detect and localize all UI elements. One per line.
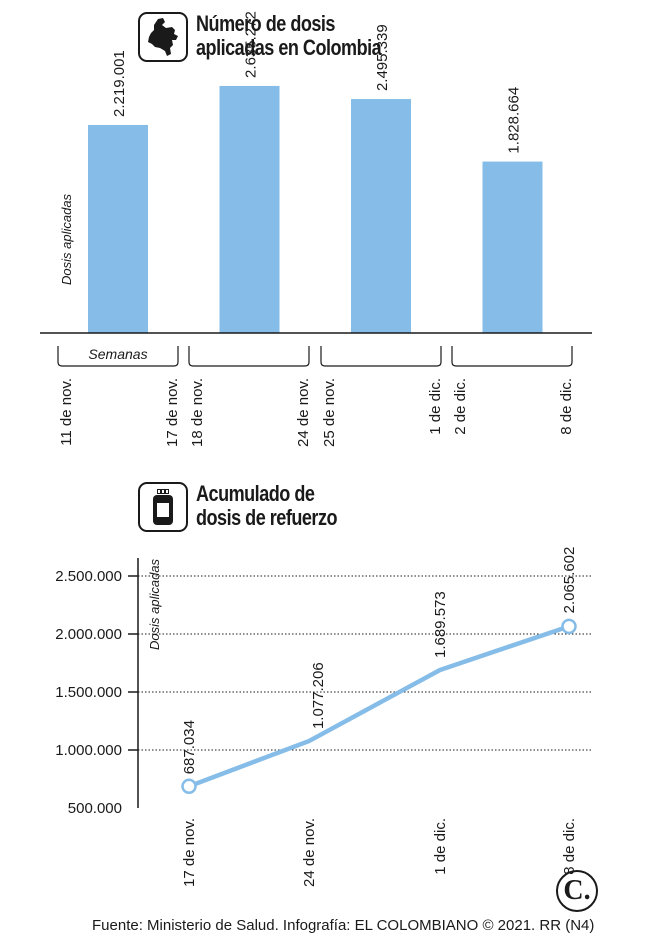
week-end-label-2: 24 de nov.	[295, 378, 312, 447]
line-chart-title-block: Acumulado de dosis de refuerzo	[138, 482, 368, 532]
y-tick-label-5: 2.500.000	[55, 568, 122, 585]
x-tick-label-2: 24 de nov.	[301, 818, 318, 887]
bar-chart-title: Número de dosis aplicadas en Colombia	[196, 11, 382, 60]
week-end-label-3: 1 de dic.	[427, 378, 444, 435]
week-end-label-1: 17 de nov.	[164, 378, 181, 447]
week-start-label-4: 2 de dic.	[452, 378, 469, 435]
el-colombiano-logo: C.	[556, 870, 598, 912]
bar-chart-y-label: Dosis aplicadas	[59, 193, 74, 285]
bar-value-label-4: 1.828.664	[506, 87, 523, 154]
line-value-label-3: 1.689.573	[432, 591, 449, 658]
vaccine-vial-icon	[138, 482, 188, 532]
x-tick-label-4: 8 de dic.	[561, 818, 578, 875]
week-start-label-2: 18 de nov.	[189, 378, 206, 447]
line-marker-1	[181, 778, 197, 795]
y-tick-label-1: 500.000	[68, 800, 122, 817]
week-bracket-2	[188, 346, 310, 367]
week-bracket-4	[451, 346, 573, 367]
colombia-map-icon	[138, 12, 188, 62]
source-footer: Fuente: Ministerio de Salud. Infografía:…	[92, 917, 595, 934]
x-tick-label-1: 17 de nov.	[181, 818, 198, 887]
line-chart-y-label: Dosis aplicadas	[147, 558, 162, 650]
bar-value-label-1: 2.219.001	[111, 50, 128, 117]
line-series	[186, 624, 572, 789]
bar-chart-title-line-1: Número de dosis	[196, 11, 335, 36]
week-bracket-1	[57, 346, 179, 367]
week-end-label-4: 8 de dic.	[558, 378, 575, 435]
logo-text: C.	[563, 875, 591, 906]
bar-3	[351, 99, 411, 333]
bar-1	[88, 124, 148, 333]
y-tick-label-4: 2.000.000	[55, 626, 122, 643]
x-tick-label-3: 1 de dic.	[432, 818, 449, 875]
line-marker-4	[561, 618, 577, 635]
bar-4	[482, 161, 543, 333]
y-tick-label-3: 1.500.000	[55, 684, 122, 701]
week-bracket-3	[320, 346, 442, 367]
line-chart-title: Acumulado de dosis de refuerzo	[196, 481, 338, 530]
line-chart-title-line-2: dosis de refuerzo	[196, 505, 338, 530]
bar-value-label-3: 2.495.339	[374, 24, 391, 91]
bar-chart-x-label: Semanas	[88, 346, 147, 362]
bar-chart-title-block: Número de dosis aplicadas en Colombia	[138, 12, 422, 62]
week-start-label-1: 11 de nov.	[58, 378, 75, 446]
line-value-label-1: 687.034	[181, 720, 198, 774]
line-value-label-2: 1.077.206	[310, 662, 327, 729]
bar-value-label-2: 2.635.272	[243, 11, 260, 78]
y-tick-label-2: 1.000.000	[55, 742, 122, 759]
bar-2	[219, 85, 280, 333]
bar-chart-title-line-2: aplicadas en Colombia	[196, 35, 382, 60]
line-chart-title-line-1: Acumulado de	[196, 481, 315, 506]
line-value-label-4: 2.065.602	[561, 547, 578, 614]
week-start-label-3: 25 de nov.	[321, 378, 338, 447]
